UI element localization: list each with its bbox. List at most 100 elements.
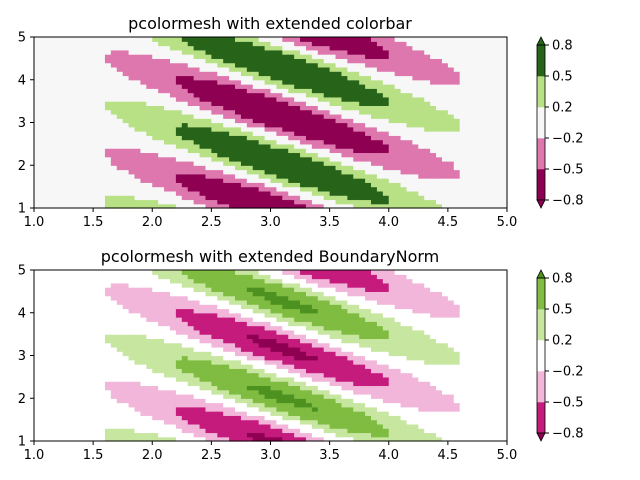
heatmap-cell bbox=[146, 139, 153, 145]
heatmap-cell bbox=[134, 160, 142, 166]
heatmap-cell bbox=[57, 381, 65, 387]
heatmap-cell bbox=[465, 160, 473, 166]
heatmap-cell bbox=[471, 156, 479, 162]
heatmap-cell bbox=[246, 182, 254, 188]
heatmap-cell bbox=[93, 334, 100, 340]
heatmap-cell bbox=[158, 312, 165, 318]
heatmap-cell bbox=[199, 199, 207, 205]
heatmap-cell bbox=[282, 101, 289, 106]
heatmap-cell bbox=[57, 92, 65, 98]
heatmap-cell bbox=[353, 71, 360, 77]
heatmap-cell bbox=[146, 411, 153, 416]
heatmap-cell bbox=[489, 71, 496, 77]
heatmap-cell bbox=[104, 131, 112, 136]
heatmap-cell bbox=[158, 135, 165, 141]
heatmap-cell bbox=[93, 321, 100, 327]
heatmap-cell bbox=[87, 105, 94, 111]
colorbar-extend-max bbox=[536, 36, 546, 46]
heatmap-cell bbox=[229, 165, 236, 171]
heatmap-cell bbox=[205, 169, 212, 175]
heatmap-cell bbox=[69, 436, 76, 442]
heatmap-cell bbox=[288, 54, 295, 59]
heatmap-cell bbox=[365, 45, 372, 51]
heatmap-cell bbox=[276, 334, 283, 340]
heatmap-cell bbox=[187, 415, 195, 421]
heatmap-cell bbox=[69, 54, 76, 59]
heatmap-cell bbox=[447, 173, 455, 179]
heatmap-cell bbox=[63, 389, 71, 395]
heatmap-cell bbox=[365, 186, 372, 192]
heatmap-cell bbox=[193, 165, 201, 171]
heatmap-cell bbox=[359, 126, 366, 132]
heatmap-cell bbox=[341, 66, 348, 72]
heatmap-cell bbox=[51, 304, 59, 310]
heatmap-cell bbox=[99, 381, 106, 387]
heatmap-cell bbox=[217, 376, 224, 382]
heatmap-cell bbox=[246, 295, 254, 301]
heatmap-cell bbox=[205, 308, 212, 314]
heatmap-cell bbox=[110, 274, 118, 280]
heatmap-cell bbox=[134, 195, 142, 201]
heatmap-cell bbox=[288, 45, 295, 51]
heatmap-cell bbox=[394, 190, 402, 196]
heatmap-cell bbox=[240, 203, 248, 209]
heatmap-cell bbox=[51, 88, 59, 94]
heatmap-cell bbox=[471, 126, 479, 132]
heatmap-cell bbox=[353, 66, 360, 72]
heatmap-cell bbox=[57, 342, 65, 348]
heatmap-cell bbox=[69, 308, 76, 314]
heatmap-cell bbox=[193, 308, 201, 314]
heatmap-cell bbox=[181, 287, 189, 292]
heatmap-cell bbox=[193, 203, 201, 209]
heatmap-cell bbox=[400, 105, 408, 111]
heatmap-cell bbox=[252, 45, 260, 51]
heatmap-cell bbox=[317, 186, 325, 192]
heatmap-cell bbox=[388, 178, 396, 183]
heatmap-cell bbox=[235, 182, 242, 188]
heatmap-cell bbox=[69, 304, 76, 310]
heatmap-cell bbox=[199, 92, 207, 98]
heatmap-cell bbox=[104, 304, 112, 310]
heatmap-cell bbox=[110, 372, 118, 378]
heatmap-cell bbox=[175, 299, 183, 305]
heatmap-cell bbox=[276, 96, 283, 102]
heatmap-cell bbox=[430, 152, 437, 158]
heatmap-cell bbox=[406, 182, 413, 188]
heatmap-cell bbox=[229, 118, 236, 124]
heatmap-cell bbox=[371, 105, 378, 111]
heatmap-cell bbox=[146, 182, 153, 188]
heatmap-cell bbox=[288, 393, 295, 399]
heatmap-cell bbox=[128, 338, 136, 344]
heatmap-cell bbox=[252, 186, 260, 192]
heatmap-cell bbox=[181, 317, 189, 322]
heatmap-cell bbox=[205, 45, 212, 51]
heatmap-cell bbox=[317, 109, 325, 115]
heatmap-cell bbox=[418, 182, 425, 188]
heatmap-cell bbox=[229, 342, 236, 348]
heatmap-cell bbox=[359, 84, 366, 89]
heatmap-cell bbox=[258, 334, 266, 340]
heatmap-cell bbox=[152, 37, 159, 42]
heatmap-cell bbox=[329, 109, 337, 115]
heatmap-cell bbox=[323, 62, 331, 68]
heatmap-cell bbox=[471, 71, 479, 77]
heatmap-cell bbox=[359, 109, 366, 115]
heatmap-cell bbox=[81, 160, 88, 166]
heatmap-cell bbox=[305, 143, 313, 149]
heatmap-cell bbox=[430, 139, 437, 145]
heatmap-cell bbox=[447, 156, 455, 162]
heatmap-cell bbox=[246, 274, 254, 280]
heatmap-cell bbox=[300, 84, 307, 89]
heatmap-cell bbox=[252, 84, 260, 89]
heatmap-cell bbox=[187, 385, 195, 391]
heatmap-cell bbox=[169, 299, 177, 305]
heatmap-cell bbox=[406, 148, 413, 154]
heatmap-cell bbox=[57, 359, 65, 365]
heatmap-cell bbox=[116, 329, 124, 335]
heatmap-cell bbox=[294, 41, 301, 47]
heatmap-cell bbox=[235, 402, 242, 408]
heatmap-cell bbox=[152, 321, 159, 327]
heatmap-cell bbox=[116, 274, 124, 280]
heatmap-cell bbox=[365, 66, 372, 72]
heatmap-cell bbox=[276, 398, 283, 404]
